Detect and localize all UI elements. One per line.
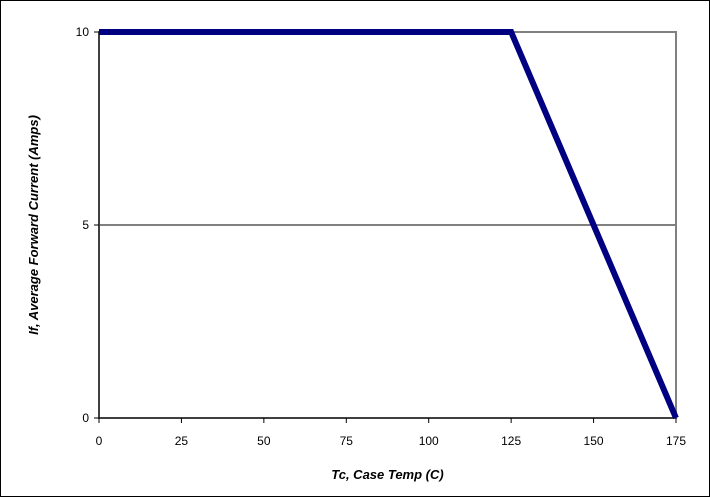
- x-tick-label-50: 50: [257, 434, 271, 448]
- x-tick-label-175: 175: [666, 434, 686, 448]
- ticks-layer: 0 25 50 75 100 125 150 175 0 5 10: [76, 25, 687, 448]
- y-tick-label-0: 0: [82, 411, 89, 425]
- series-layer: [99, 29, 679, 420]
- series-line-0: [99, 29, 679, 420]
- x-tick-label-150: 150: [584, 434, 604, 448]
- y-tick-label-10: 10: [76, 25, 90, 39]
- x-tick-label-25: 25: [175, 434, 189, 448]
- x-axis-title: Tc, Case Temp (C): [331, 467, 443, 482]
- x-tick-label-100: 100: [419, 434, 439, 448]
- x-tick-label-125: 125: [501, 434, 521, 448]
- x-tick-label-0: 0: [96, 434, 103, 448]
- y-axis-title: If, Average Forward Current (Amps): [26, 115, 41, 335]
- y-tick-label-5: 5: [82, 218, 89, 232]
- x-tick-label-75: 75: [340, 434, 354, 448]
